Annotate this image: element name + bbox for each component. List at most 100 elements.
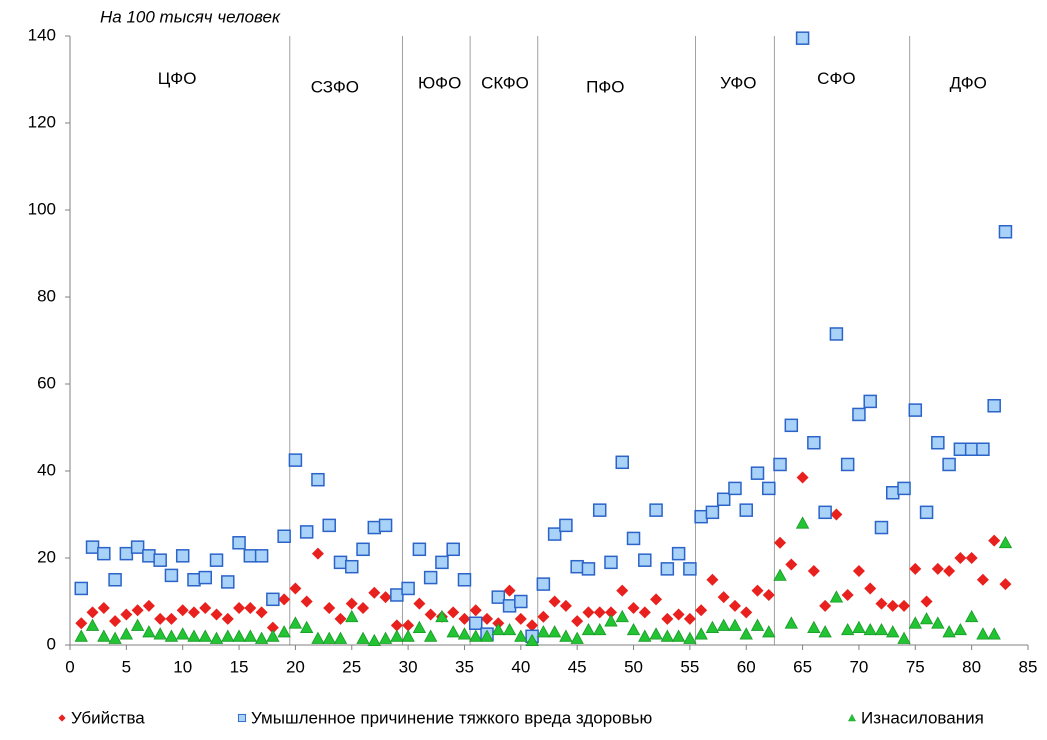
point [570, 631, 584, 644]
point [604, 614, 618, 627]
point [119, 627, 134, 640]
x-tick-label: 45 [568, 657, 587, 676]
point [243, 549, 258, 563]
point [559, 518, 573, 533]
point [142, 549, 156, 563]
point [412, 542, 427, 557]
point [909, 562, 922, 575]
point [164, 568, 179, 583]
point [300, 620, 314, 633]
x-tick-label: 70 [849, 657, 868, 676]
point [198, 570, 212, 585]
point [898, 599, 911, 612]
point [706, 573, 719, 586]
point [491, 590, 506, 604]
point [97, 602, 110, 615]
point [638, 553, 652, 567]
point [717, 591, 730, 604]
point [401, 581, 415, 596]
y-tick-label: 100 [28, 199, 56, 218]
point [559, 629, 573, 642]
point [547, 527, 562, 541]
point [345, 559, 359, 574]
point [773, 568, 787, 581]
point [356, 542, 370, 557]
point [130, 618, 145, 631]
point [97, 546, 111, 561]
point [423, 629, 438, 642]
point [875, 597, 888, 610]
point [751, 584, 764, 597]
point [367, 633, 381, 647]
point [807, 435, 821, 450]
region-label: ПФО [586, 78, 624, 97]
point [964, 442, 979, 456]
legend-marker [847, 713, 857, 722]
legend-marker [58, 714, 66, 722]
x-tick-label: 75 [906, 657, 925, 676]
x-tick-label: 5 [122, 657, 131, 676]
point [604, 606, 617, 619]
y-tick-label: 80 [37, 286, 56, 305]
point [650, 593, 663, 606]
point [559, 599, 572, 612]
point [345, 609, 359, 623]
point [841, 588, 854, 601]
point [919, 505, 934, 520]
point [593, 622, 607, 636]
point [987, 399, 1001, 413]
region-label: ДФО [950, 73, 987, 92]
point [97, 629, 111, 642]
point [243, 629, 258, 642]
point [446, 542, 460, 557]
point [762, 588, 775, 601]
point [683, 631, 697, 644]
point [266, 629, 280, 642]
point [740, 606, 753, 619]
point [570, 559, 584, 574]
point [288, 453, 303, 467]
point [288, 616, 303, 629]
point [446, 625, 460, 638]
point [514, 594, 528, 609]
point [333, 555, 348, 570]
point [728, 599, 741, 612]
point [481, 612, 494, 625]
point [221, 629, 235, 642]
point [514, 629, 528, 642]
point [311, 631, 325, 644]
point [616, 584, 629, 597]
point [458, 612, 471, 625]
point [660, 562, 675, 576]
point [469, 629, 483, 642]
x-tick-label: 40 [511, 657, 530, 676]
point [277, 625, 291, 638]
point [153, 627, 167, 640]
region-label: СКФО [481, 73, 529, 92]
point [886, 625, 900, 638]
point [988, 534, 1001, 547]
point [367, 520, 382, 535]
point [998, 535, 1013, 549]
point [953, 442, 968, 456]
point [626, 531, 641, 546]
point [999, 578, 1012, 591]
point [829, 327, 844, 341]
point [998, 225, 1013, 239]
point [187, 629, 201, 642]
point [278, 593, 291, 606]
y-tick-label: 40 [37, 460, 56, 479]
point [953, 622, 968, 636]
point [931, 435, 945, 450]
point [671, 629, 686, 642]
point [762, 625, 776, 638]
x-tick-label: 35 [455, 657, 474, 676]
point [514, 612, 527, 625]
point [604, 555, 618, 570]
point [840, 622, 855, 636]
point [795, 516, 810, 529]
point [423, 570, 438, 585]
point [254, 549, 269, 563]
point [468, 616, 483, 630]
point [671, 546, 686, 561]
